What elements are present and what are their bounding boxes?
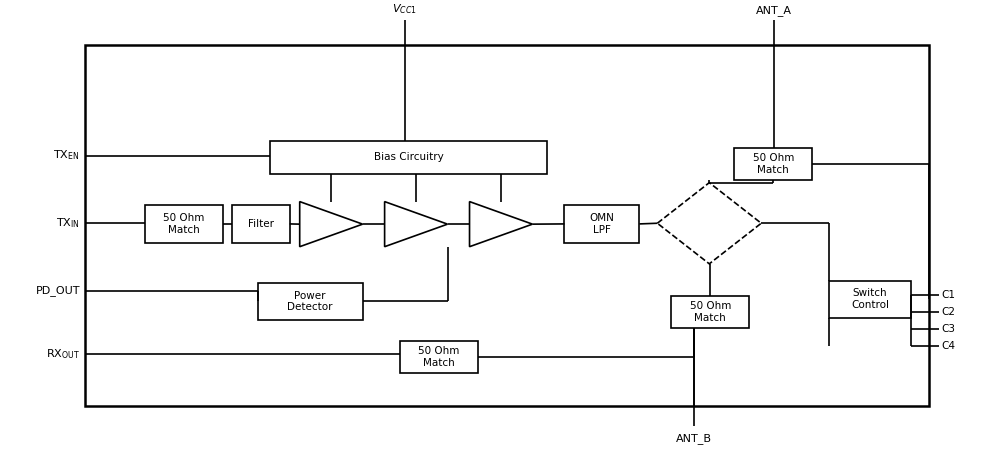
Polygon shape bbox=[470, 202, 532, 247]
FancyBboxPatch shape bbox=[671, 296, 749, 328]
Polygon shape bbox=[300, 202, 363, 247]
Polygon shape bbox=[657, 183, 761, 264]
FancyBboxPatch shape bbox=[85, 45, 929, 406]
FancyBboxPatch shape bbox=[270, 141, 547, 174]
Text: ANT_A: ANT_A bbox=[756, 5, 792, 16]
FancyBboxPatch shape bbox=[400, 341, 478, 373]
Text: ANT_B: ANT_B bbox=[676, 433, 712, 444]
Text: 50 Ohm
Match: 50 Ohm Match bbox=[418, 346, 460, 368]
Polygon shape bbox=[385, 202, 448, 247]
Text: C1: C1 bbox=[941, 290, 955, 300]
Text: TX$_{\mathregular{IN}}$: TX$_{\mathregular{IN}}$ bbox=[56, 216, 80, 230]
FancyBboxPatch shape bbox=[145, 205, 223, 243]
FancyBboxPatch shape bbox=[734, 148, 812, 180]
Text: 50 Ohm
Match: 50 Ohm Match bbox=[163, 213, 205, 235]
Text: Bias Circuitry: Bias Circuitry bbox=[374, 152, 444, 162]
Text: $\mathit{V}_{CC1}$: $\mathit{V}_{CC1}$ bbox=[393, 2, 417, 16]
FancyBboxPatch shape bbox=[232, 205, 290, 243]
Text: OMN
LPF: OMN LPF bbox=[589, 213, 614, 235]
Text: Filter: Filter bbox=[248, 219, 274, 229]
FancyBboxPatch shape bbox=[564, 205, 639, 243]
Text: C2: C2 bbox=[941, 307, 955, 317]
FancyBboxPatch shape bbox=[829, 281, 911, 318]
Text: C4: C4 bbox=[941, 341, 955, 351]
Text: RX$_{\mathregular{OUT}}$: RX$_{\mathregular{OUT}}$ bbox=[46, 347, 80, 361]
Text: 50 Ohm
Match: 50 Ohm Match bbox=[752, 153, 794, 175]
Text: TX$_{\mathregular{EN}}$: TX$_{\mathregular{EN}}$ bbox=[54, 149, 80, 162]
Text: PD_OUT: PD_OUT bbox=[35, 285, 80, 296]
Text: 50 Ohm
Match: 50 Ohm Match bbox=[689, 301, 731, 323]
Text: C3: C3 bbox=[941, 324, 955, 334]
Text: Power
Detector: Power Detector bbox=[288, 291, 333, 312]
FancyBboxPatch shape bbox=[258, 283, 363, 320]
Text: Switch
Control: Switch Control bbox=[851, 289, 889, 310]
